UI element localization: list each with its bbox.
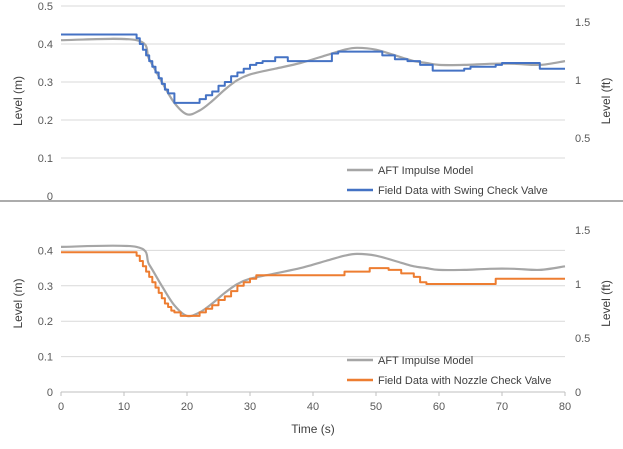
legend-label: Field Data with Nozzle Check Valve <box>378 375 551 387</box>
x-tick-label: 10 <box>118 401 130 413</box>
x-tick-label: 0 <box>58 401 64 413</box>
y-tick-label-left: 0.4 <box>38 39 53 51</box>
bottom-panel: 0 0.1 0.2 0.3 0.4 0 0.5 1 1.5 Level (m) Level (ft)… <box>11 225 613 399</box>
x-tick-label: 80 <box>559 401 571 413</box>
y-axis-title-right: Level (ft) <box>599 78 613 125</box>
y-tick-label-right: 1 <box>575 75 581 87</box>
x-tick-label: 50 <box>370 401 382 413</box>
y-tick-label-right: 1 <box>575 279 581 291</box>
y-tick-label-left: 0.1 <box>38 153 53 165</box>
y-axis-title-left: Level (m) <box>11 76 25 126</box>
series-line-field-data-with-swing-check-valve <box>61 33 565 104</box>
y-tick-label-left: 0.4 <box>38 245 53 257</box>
y-tick-label-left: 0.5 <box>38 1 53 13</box>
x-tick-label: 30 <box>244 401 256 413</box>
series-line-aft-impulse-model <box>60 244 566 318</box>
legend-label: AFT Impulse Model <box>378 355 473 367</box>
y-tick-label-right: 0.5 <box>575 333 590 345</box>
y-tick-label-right: 1.5 <box>575 17 590 29</box>
y-tick-label-right: 1.5 <box>575 225 590 237</box>
series-line-field-data-with-nozzle-check-valve <box>61 251 565 317</box>
x-axis: 0 10 20 30 40 50 60 70 80 <box>58 391 571 413</box>
y-tick-label-left: 0.3 <box>38 77 53 89</box>
legend-label: AFT Impulse Model <box>378 165 473 177</box>
y-axis-title-right: Level (ft) <box>599 280 613 327</box>
x-tick-label: 70 <box>496 401 508 413</box>
y-tick-label-left: 0.1 <box>38 352 53 364</box>
y-tick-label-left: 0.2 <box>38 115 53 127</box>
y-tick-label-left: 0 <box>47 191 53 203</box>
y-tick-label-left: 0.3 <box>38 281 53 293</box>
x-axis-title: Time (s) <box>291 422 335 436</box>
x-tick-label: 20 <box>181 401 193 413</box>
y-tick-label-left: 0.2 <box>38 316 53 328</box>
x-tick-label: 60 <box>433 401 445 413</box>
y-tick-label-left: 0 <box>47 387 53 399</box>
y-tick-label-right: 0.5 <box>575 133 590 145</box>
top-panel: 0 0.1 0.2 0.3 0.4 0.5 0.5 1 1.5 Level (m) Level (f… <box>11 1 613 203</box>
legend-label: Field Data with Swing Check Valve <box>378 185 548 197</box>
y-axis-title-left: Level (m) <box>11 278 25 328</box>
x-tick-label: 40 <box>307 401 319 413</box>
y-tick-label-right: 0 <box>575 387 581 399</box>
